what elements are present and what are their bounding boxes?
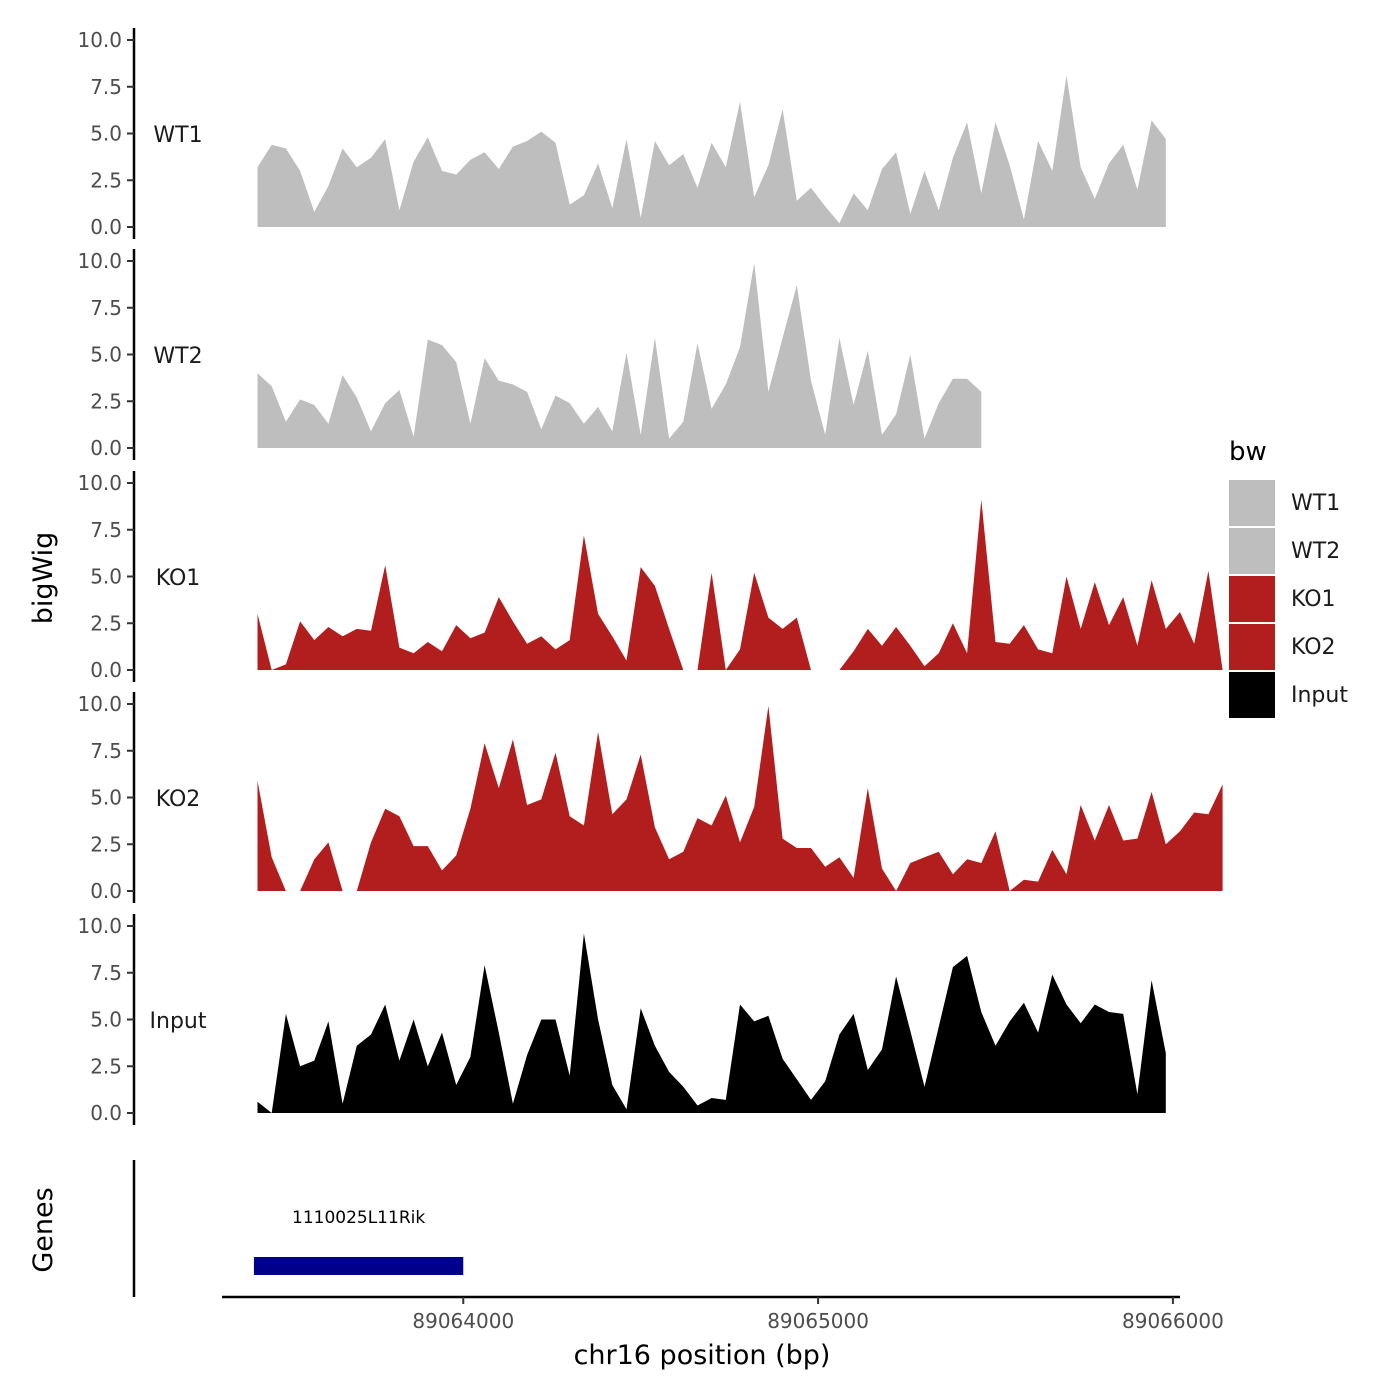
y-tick-label: 5.0 — [90, 786, 122, 810]
x-tick-label: 89065000 — [767, 1309, 869, 1333]
track-label: WT1 — [153, 123, 202, 148]
y-tick-label: 10.0 — [77, 692, 122, 716]
signal-tracks: 0.02.55.07.510.0WT10.02.55.07.510.0WT20.… — [77, 28, 1223, 1125]
y-tick-label: 10.0 — [77, 249, 122, 273]
signal-area-input — [257, 933, 1166, 1113]
y-tick-label: 2.5 — [90, 611, 122, 635]
y-tick-label: 2.5 — [90, 168, 122, 192]
x-tick-label: 89064000 — [412, 1309, 514, 1333]
y-tick-label: 0.0 — [90, 1101, 122, 1125]
signal-area-wt2 — [257, 262, 982, 448]
track-wt2: 0.0 2.5 5.0 7.5 10.0 WT2 — [77, 249, 982, 460]
y-tick-label: 10.0 — [77, 28, 122, 52]
legend: bw WT1 WT2 KO1 KO2 Input — [1229, 437, 1348, 718]
legend-swatch — [1229, 528, 1275, 574]
signal-area-wt1 — [257, 75, 1166, 227]
y-tick-label: 2.5 — [90, 832, 122, 856]
legend-label: WT1 — [1291, 491, 1340, 516]
track-label: WT2 — [153, 344, 202, 369]
legend-swatch — [1229, 480, 1275, 526]
y-tick-label: 7.5 — [90, 739, 122, 763]
track-ko1: 0.0 2.5 5.0 7.5 10.0 KO1 — [77, 471, 1223, 682]
signal-area-ko1 — [257, 499, 1223, 670]
y-tick-label: 7.5 — [90, 961, 122, 985]
legend-label: WT2 — [1291, 539, 1340, 564]
track-label: KO1 — [156, 566, 201, 591]
legend-swatch — [1229, 624, 1275, 670]
y-tick-label: 2.5 — [90, 1054, 122, 1078]
y-axis-title: bigWig — [28, 532, 59, 625]
y-tick-label: 5.0 — [90, 565, 122, 589]
y-tick-label: 7.5 — [90, 75, 122, 99]
y-tick-label: 10.0 — [77, 914, 122, 938]
x-axis: 89064000 89065000 89066000 — [222, 1295, 1224, 1333]
track-label: Input — [150, 1009, 207, 1034]
legend-label: Input — [1291, 683, 1348, 708]
y-tick-label: 5.0 — [90, 1008, 122, 1032]
y-tick-label: 0.0 — [90, 436, 122, 460]
x-axis-title: chr16 position (bp) — [574, 1340, 831, 1371]
legend-label: KO2 — [1291, 635, 1336, 660]
y-tick-label: 0.0 — [90, 215, 122, 239]
y-tick-label: 0.0 — [90, 879, 122, 903]
y-tick-label: 2.5 — [90, 389, 122, 413]
gene-label: 1110025L11Rik — [292, 1208, 425, 1228]
track-label: KO2 — [156, 787, 201, 812]
y-tick-label: 0.0 — [90, 658, 122, 682]
y-tick-label: 7.5 — [90, 296, 122, 320]
gene-body — [253, 1257, 464, 1275]
legend-swatch — [1229, 672, 1275, 718]
y-tick-label: 10.0 — [77, 471, 122, 495]
track-ko2: 0.0 2.5 5.0 7.5 10.0 KO2 — [77, 692, 1223, 903]
legend-swatch — [1229, 576, 1275, 622]
track-input: 0.0 2.5 5.0 7.5 10.0 Input — [77, 914, 1166, 1125]
y-tick-label: 7.5 — [90, 518, 122, 542]
x-tick-label: 89066000 — [1122, 1309, 1224, 1333]
legend-label: KO1 — [1291, 587, 1336, 612]
y-tick-label: 5.0 — [90, 343, 122, 367]
y-tick-label: 5.0 — [90, 122, 122, 146]
legend-title: bw — [1229, 437, 1267, 467]
track-wt1: 0.0 2.5 5.0 7.5 10.0 WT1 — [77, 28, 1166, 239]
gene-track: 1110025L11Rik — [132, 1160, 464, 1297]
genes-axis-title: Genes — [28, 1187, 59, 1272]
signal-area-ko2 — [257, 705, 1223, 891]
